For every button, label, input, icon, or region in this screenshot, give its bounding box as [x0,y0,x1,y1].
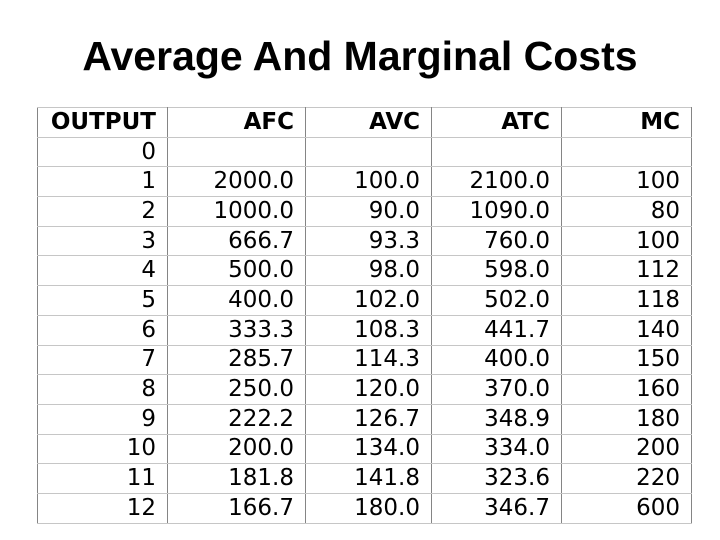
table-row: 6 333.3 108.3 441.7 140 [37,314,692,346]
header-row: OUTPUT AFC AVC ATC MC [37,107,692,138]
column-header-mc: MC [561,107,692,138]
cell-mc [561,136,692,168]
cell-afc: 250.0 [167,374,306,405]
table-row: 12 166.7 180.0 346.7 600 [37,492,692,524]
cell-atc: 2100.0 [431,166,562,198]
table-row: 0 [37,136,692,168]
cell-output: 7 [37,344,168,376]
cell-atc: 348.9 [431,403,562,435]
cell-afc: 285.7 [167,344,306,376]
cell-avc: 180.0 [305,492,432,524]
column-header-afc: AFC [167,107,306,138]
cell-avc: 93.3 [305,225,432,257]
table-row: 8 250.0 120.0 370.0 160 [37,374,692,405]
cell-atc: 323.6 [431,463,562,494]
cell-mc: 100 [561,225,692,257]
cell-avc: 102.0 [305,285,432,316]
cell-output: 12 [37,492,168,524]
cell-mc: 160 [561,374,692,405]
cell-output: 10 [37,433,168,465]
slide-title: Average And Marginal Costs [82,33,638,80]
cell-mc: 100 [561,166,692,198]
cell-output: 6 [37,314,168,346]
cell-output: 0 [37,136,168,168]
table-head: OUTPUT AFC AVC ATC MC [37,107,692,138]
cell-avc: 126.7 [305,403,432,435]
cell-afc: 333.3 [167,314,306,346]
cell-afc: 200.0 [167,433,306,465]
cell-output: 4 [37,255,168,287]
cell-output: 11 [37,463,168,494]
cell-mc: 118 [561,285,692,316]
column-header-output: OUTPUT [37,107,168,138]
table-row: 1 2000.0 100.0 2100.0 100 [37,166,692,198]
cell-atc: 1090.0 [431,196,562,227]
cell-atc: 760.0 [431,225,562,257]
cell-avc: 120.0 [305,374,432,405]
table-body: 0 1 2000.0 100.0 2100.0 100 2 1000.0 90.0 1090.0 8… [37,136,692,524]
table-row: 11 181.8 141.8 323.6 220 [37,463,692,494]
cell-avc: 134.0 [305,433,432,465]
cell-avc: 108.3 [305,314,432,346]
cell-afc: 500.0 [167,255,306,287]
table-row: 5 400.0 102.0 502.0 118 [37,285,692,316]
table-row: 9 222.2 126.7 348.9 180 [37,403,692,435]
cell-mc: 220 [561,463,692,494]
cell-atc: 334.0 [431,433,562,465]
cell-atc: 441.7 [431,314,562,346]
cell-afc: 400.0 [167,285,306,316]
cell-avc: 114.3 [305,344,432,376]
cell-mc: 80 [561,196,692,227]
cell-afc: 1000.0 [167,196,306,227]
cell-avc: 98.0 [305,255,432,287]
cell-output: 1 [37,166,168,198]
cell-mc: 600 [561,492,692,524]
costs-table: OUTPUT AFC AVC ATC MC 0 1 2000.0 100.0 2100.0 100… [37,107,692,524]
cell-afc [167,136,306,168]
cell-atc [431,136,562,168]
cell-output: 5 [37,285,168,316]
cell-output: 9 [37,403,168,435]
cell-output: 8 [37,374,168,405]
table-row: 10 200.0 134.0 334.0 200 [37,433,692,465]
cell-afc: 2000.0 [167,166,306,198]
table-row: 2 1000.0 90.0 1090.0 80 [37,196,692,227]
cell-afc: 222.2 [167,403,306,435]
cell-mc: 112 [561,255,692,287]
column-header-atc: ATC [431,107,562,138]
cell-atc: 400.0 [431,344,562,376]
table-row: 4 500.0 98.0 598.0 112 [37,255,692,287]
cell-atc: 346.7 [431,492,562,524]
cell-avc [305,136,432,168]
cell-atc: 598.0 [431,255,562,287]
cell-output: 2 [37,196,168,227]
cell-avc: 100.0 [305,166,432,198]
cell-avc: 141.8 [305,463,432,494]
column-header-avc: AVC [305,107,432,138]
cell-mc: 200 [561,433,692,465]
cell-afc: 181.8 [167,463,306,494]
table-row: 7 285.7 114.3 400.0 150 [37,344,692,376]
cell-afc: 666.7 [167,225,306,257]
cell-afc: 166.7 [167,492,306,524]
cell-atc: 502.0 [431,285,562,316]
cell-atc: 370.0 [431,374,562,405]
cell-avc: 90.0 [305,196,432,227]
cell-mc: 140 [561,314,692,346]
table-row: 3 666.7 93.3 760.0 100 [37,225,692,257]
cell-output: 3 [37,225,168,257]
cell-mc: 150 [561,344,692,376]
cell-mc: 180 [561,403,692,435]
